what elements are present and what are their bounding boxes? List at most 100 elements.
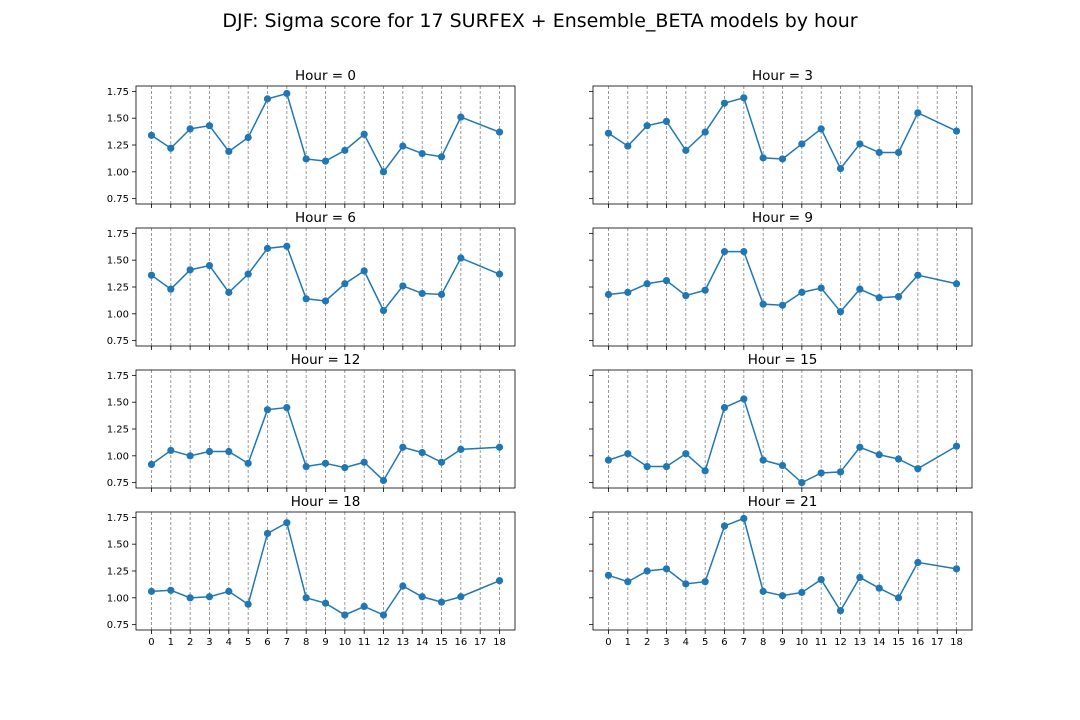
data-point: [244, 459, 252, 467]
data-point: [701, 578, 709, 586]
data-point: [147, 131, 156, 139]
data-point: [701, 467, 709, 475]
data-point: [778, 155, 787, 163]
data-point: [399, 443, 407, 451]
data-point: [321, 459, 330, 467]
series-line: [151, 406, 500, 482]
x-tick-label: 2: [644, 637, 650, 648]
data-point: [321, 599, 330, 607]
data-point: [836, 308, 845, 316]
x-tick-label: 11: [815, 637, 828, 648]
data-point: [167, 446, 175, 455]
x-tick-label: 15: [435, 637, 448, 648]
subplot-title: Hour = 9: [752, 210, 813, 226]
data-point: [643, 122, 651, 130]
data-point: [817, 125, 825, 133]
figure-title: DJF: Sigma score for 17 SURFEX + Ensembl…: [222, 10, 858, 32]
data-point: [437, 458, 446, 466]
x-tick-label: 18: [493, 637, 506, 648]
x-tick-label: 11: [358, 637, 371, 648]
data-point: [817, 469, 825, 477]
x-tick-label: 9: [322, 637, 328, 648]
data-point: [856, 285, 864, 293]
x-tick-label: 12: [834, 637, 847, 648]
data-point: [225, 447, 233, 456]
data-point: [205, 447, 214, 456]
data-point: [624, 450, 632, 458]
x-tick-label: 0: [605, 637, 611, 648]
x-tick-label: 17: [474, 637, 487, 648]
y-tick-label: 0.75: [107, 336, 129, 347]
data-point: [624, 288, 632, 296]
data-point: [167, 285, 175, 293]
data-point: [875, 294, 883, 302]
data-point: [302, 462, 310, 471]
data-point: [798, 140, 806, 148]
x-tick-label: 7: [741, 637, 747, 648]
data-point: [643, 280, 651, 288]
x-tick-label: 6: [721, 637, 727, 648]
data-point: [759, 587, 767, 595]
x-tick-label: 2: [187, 637, 193, 648]
data-point: [662, 117, 671, 125]
data-point: [283, 403, 291, 412]
x-tick-label: 12: [377, 637, 390, 648]
y-tick-label: 1.50: [107, 114, 129, 125]
data-point: [418, 449, 426, 457]
data-point: [798, 288, 806, 296]
data-point: [147, 460, 156, 468]
data-point: [341, 146, 349, 154]
data-point: [205, 261, 214, 270]
data-point: [399, 282, 407, 290]
x-tick-label: 10: [795, 637, 808, 648]
data-point: [418, 149, 426, 158]
data-point: [360, 130, 368, 138]
data-point: [894, 293, 903, 301]
data-point: [798, 479, 806, 487]
data-point: [205, 593, 214, 601]
data-point: [321, 157, 330, 165]
y-tick-label: 1.25: [107, 567, 129, 578]
data-point: [186, 125, 194, 133]
data-point: [418, 593, 426, 601]
data-point: [662, 462, 671, 471]
data-point: [682, 291, 690, 300]
data-point: [399, 142, 407, 150]
data-point: [682, 580, 690, 588]
data-point: [457, 254, 465, 262]
data-point: [740, 514, 748, 523]
subplot-title: Hour = 3: [752, 68, 813, 84]
data-point: [914, 109, 922, 117]
data-point: [643, 462, 651, 471]
data-point: [186, 266, 194, 274]
x-tick-label: 16: [454, 637, 467, 648]
x-tick-label: 14: [873, 637, 886, 648]
x-tick-label: 14: [416, 637, 429, 648]
x-tick-label: 15: [892, 637, 905, 648]
x-tick-label: 9: [779, 637, 785, 648]
data-point: [720, 403, 729, 412]
data-point: [225, 587, 233, 595]
data-point: [759, 300, 767, 308]
data-point: [302, 594, 310, 602]
y-tick-label: 0.75: [107, 194, 129, 205]
x-tick-label: 17: [931, 637, 944, 648]
data-point: [740, 395, 748, 403]
data-point: [875, 584, 883, 592]
data-point: [147, 587, 156, 595]
data-point: [682, 146, 690, 154]
data-point: [379, 307, 388, 315]
data-point: [817, 284, 825, 292]
data-point: [495, 577, 504, 585]
data-point: [341, 611, 349, 619]
x-tick-label: 18: [950, 637, 963, 648]
data-point: [624, 578, 632, 586]
y-tick-label: 1.50: [107, 398, 129, 409]
y-tick-label: 1.75: [107, 87, 129, 98]
x-tick-label: 1: [625, 637, 631, 648]
data-point: [283, 519, 291, 527]
data-point: [244, 270, 252, 278]
data-point: [778, 461, 787, 470]
data-point: [817, 575, 825, 584]
data-point: [437, 598, 446, 606]
